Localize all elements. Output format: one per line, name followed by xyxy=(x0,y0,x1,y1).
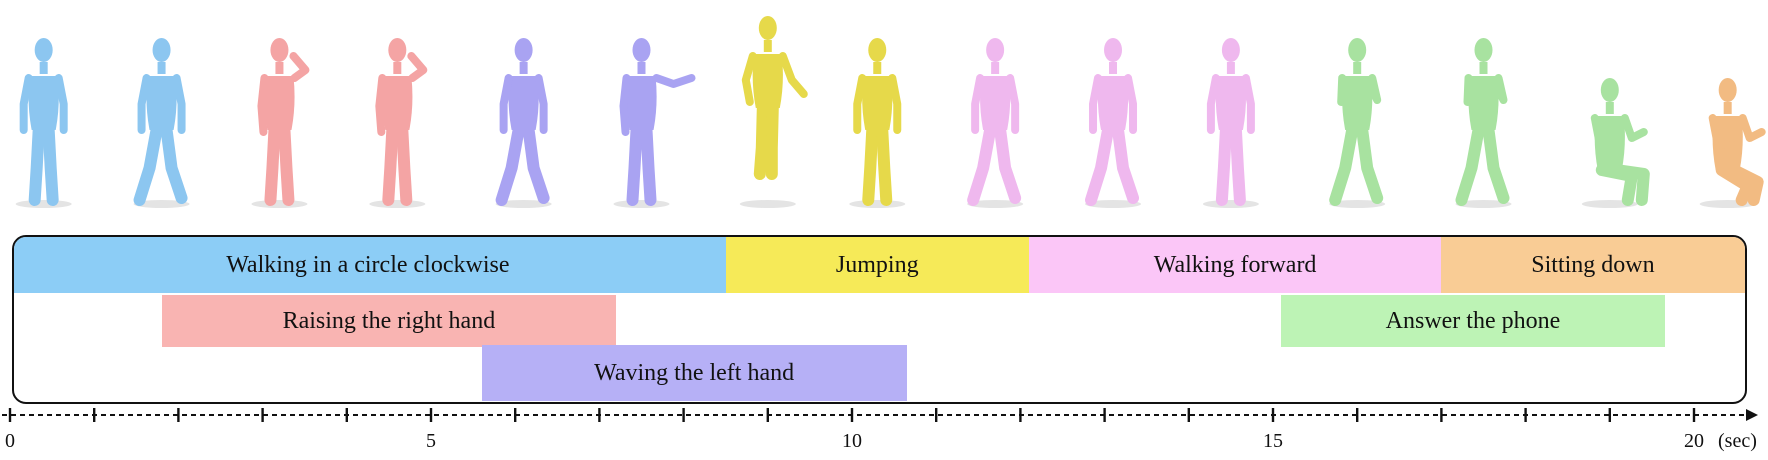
activity-bar: Jumping xyxy=(725,237,1029,293)
activity-timeline-box: Walking in a circle clockwise Jumping Walk… xyxy=(12,235,1747,404)
human-pose-figures xyxy=(15,16,1766,208)
activity-bar: Raising the right hand xyxy=(161,295,617,347)
activity-bar: Sitting down xyxy=(1441,237,1745,293)
pose-figure xyxy=(1581,78,1650,208)
tick-label: 5 xyxy=(426,430,436,452)
pose-figure xyxy=(613,38,696,208)
pose-figure xyxy=(251,38,310,208)
axis-unit-label: (sec) xyxy=(1718,430,1757,452)
tick-label: 20 xyxy=(1684,430,1704,452)
tick-label: 0 xyxy=(5,430,15,452)
pose-figure xyxy=(495,38,552,208)
pose-figure xyxy=(133,38,190,208)
pose-figure xyxy=(1699,78,1766,208)
pose-figure xyxy=(849,38,906,208)
pose-figure xyxy=(967,38,1024,208)
axis-arrow xyxy=(1746,409,1758,421)
activity-bar: Walking forward xyxy=(1028,237,1442,293)
activity-bar: Answer the phone xyxy=(1281,295,1665,347)
pose-figure xyxy=(739,16,808,208)
pose-figure xyxy=(15,38,72,208)
tick-label: 10 xyxy=(842,430,862,452)
pose-figure xyxy=(1202,38,1259,208)
pose-figure xyxy=(1085,38,1142,208)
pose-figure xyxy=(1329,38,1386,208)
activity-bar: Waving the left hand xyxy=(481,345,907,401)
pose-figure xyxy=(369,38,428,208)
activity-bar: Walking in a circle clockwise xyxy=(14,237,726,293)
tick-label: 15 xyxy=(1263,430,1283,452)
time-axis: 0 5 10 15 20 (sec) xyxy=(2,408,1758,452)
pose-figure xyxy=(1455,38,1512,208)
